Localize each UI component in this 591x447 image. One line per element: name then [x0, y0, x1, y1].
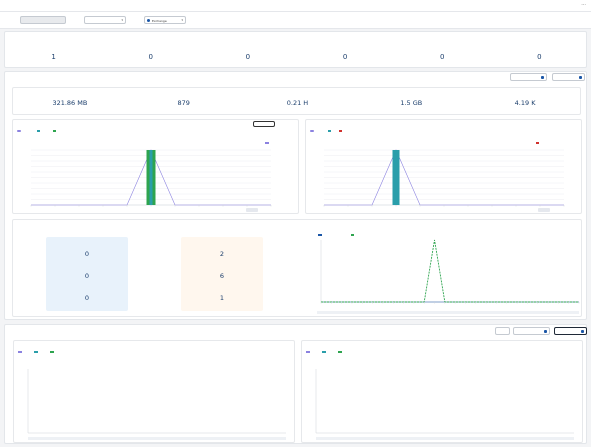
legend-marker-2 — [37, 130, 40, 132]
legend-marker-3 — [339, 130, 342, 132]
subpanel-card: 0 0 0 2 6 1 — [12, 219, 582, 317]
bar — [152, 150, 156, 205]
kpi-value: 1.5 GB — [400, 99, 423, 107]
kpi-row: 321.86 MB 879 0.21 H 1.5 GB 4.19 K — [12, 87, 581, 115]
legend-marker-2 — [328, 130, 331, 132]
filter3-select[interactable]: Exchange ▾ — [144, 16, 186, 24]
legend-marker-2 — [34, 351, 38, 353]
chart-left — [30, 149, 272, 207]
chart-sub — [320, 239, 580, 304]
legend-marker-3 — [338, 351, 342, 353]
card-stat-value: 0 — [84, 272, 90, 280]
dropdown-icon — [544, 329, 547, 333]
legend-marker-1 — [306, 351, 310, 353]
filter2-select[interactable]: ▾ — [84, 16, 126, 24]
card-stat-value: 1 — [219, 294, 225, 302]
card-blue: 0 0 0 — [46, 237, 128, 311]
card-stat-value: 0 — [84, 294, 90, 302]
chart-left-select[interactable] — [253, 121, 275, 127]
summary-stat-value: 0 — [148, 53, 153, 61]
section3-select-3[interactable] — [554, 327, 587, 335]
top-bar: ··· — [0, 0, 591, 12]
s3-chart-left — [27, 369, 286, 434]
chart-sub-scroll-track[interactable] — [317, 311, 579, 314]
kpi-value: 879 — [177, 99, 190, 107]
summary-stat-value: 0 — [342, 53, 348, 61]
section3-panel — [4, 324, 587, 444]
legend-marker-right — [265, 142, 269, 144]
filter-bar: ▾ Exchange ▾ — [0, 12, 591, 29]
dropdown-icon — [581, 329, 584, 333]
summary-stat-value: 0 — [245, 53, 251, 61]
exchange-icon — [147, 19, 150, 22]
s3-chart-right-card — [301, 340, 583, 443]
legend-marker-3 — [50, 351, 54, 353]
card-stat-value: 0 — [84, 250, 90, 258]
summary-stat-value: 0 — [440, 53, 445, 61]
chart-right-scroll-handle[interactable] — [538, 208, 550, 212]
legend-marker-right — [536, 142, 539, 144]
summary-panel: 1 0 0 0 0 0 — [4, 31, 587, 68]
dropdown-icon — [579, 75, 582, 79]
kpi-value: 0.21 H — [286, 99, 309, 107]
summary-stat-value: 1 — [51, 53, 56, 61]
chart-left-scroll-handle[interactable] — [246, 208, 258, 212]
legend-marker-1 — [17, 130, 21, 132]
legend-marker-1 — [18, 351, 22, 353]
s3-chart-right — [315, 369, 574, 434]
chevron-down-icon: ▾ — [121, 18, 123, 22]
card-stat-value: 2 — [219, 250, 225, 258]
kpi-value: 4.19 K — [514, 99, 536, 107]
legend-marker-1 — [310, 130, 314, 132]
s3-chart-right-scroll-track[interactable] — [316, 437, 574, 440]
dropdown-icon — [541, 75, 544, 79]
legend-marker-2 — [351, 234, 354, 236]
section3-select-1[interactable] — [495, 327, 510, 335]
kpi-value: 321.86 MB — [52, 99, 88, 107]
card-stat-value: 6 — [219, 272, 225, 280]
filter1-input[interactable] — [20, 16, 66, 24]
s3-chart-left-scroll-track[interactable] — [28, 437, 286, 440]
legend-marker-1 — [318, 234, 322, 236]
chart-right — [323, 149, 565, 207]
chart-right-card — [305, 119, 582, 214]
more-icon[interactable]: ··· — [581, 2, 586, 8]
legend-marker-3 — [53, 130, 56, 132]
legend-marker-2 — [322, 351, 326, 353]
card-orange: 2 6 1 — [181, 237, 263, 311]
bar — [149, 150, 153, 205]
summary-stat-value: 0 — [537, 53, 542, 61]
s3-chart-left-card — [13, 340, 295, 443]
bar — [146, 150, 150, 205]
section2-select-1[interactable] — [510, 73, 547, 81]
series-line — [321, 239, 579, 303]
bar — [392, 150, 400, 205]
chevron-down-icon: ▾ — [181, 18, 183, 22]
section2-select-2[interactable] — [552, 73, 585, 81]
chart-left-card — [12, 119, 299, 214]
section2-panel: 321.86 MB 879 0.21 H 1.5 GB 4.19 K 0 0 0 2 6 1 — [4, 71, 587, 320]
section3-select-2[interactable] — [513, 327, 550, 335]
